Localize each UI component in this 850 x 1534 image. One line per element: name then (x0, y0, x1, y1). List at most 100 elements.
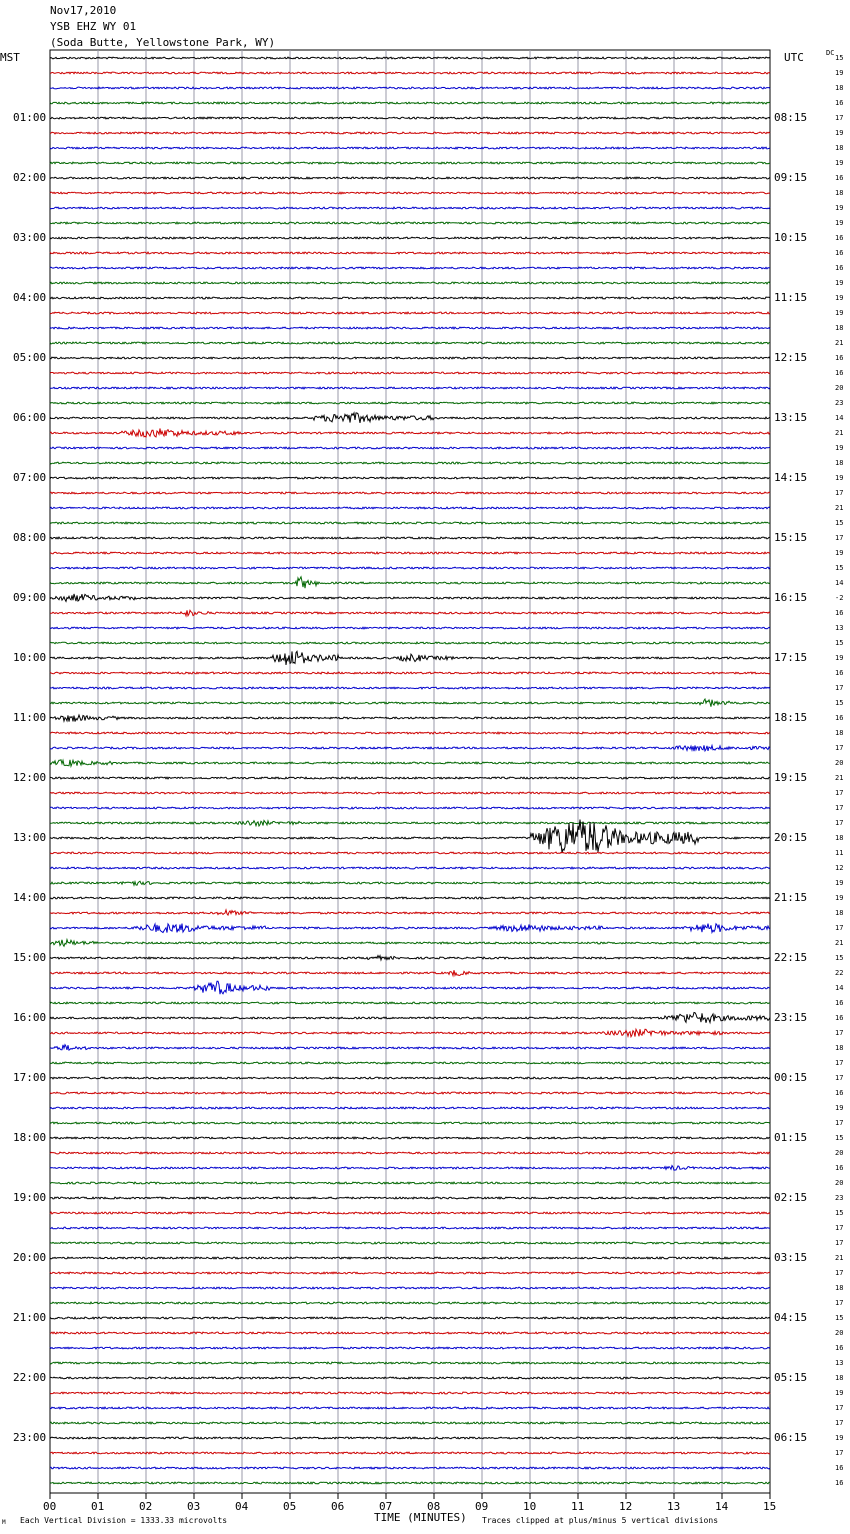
seismic-trace (50, 1466, 771, 1470)
seismic-trace (49, 650, 771, 665)
dc-offset-label: 13 (835, 624, 844, 632)
dc-offset-label: 18 (835, 189, 844, 197)
x-tick-label: 02 (139, 1500, 153, 1513)
mst-hour-label: 08:00 (13, 531, 47, 544)
utc-hour-label: 23:15 (774, 1011, 808, 1024)
dc-offset-label: 18 (835, 144, 844, 152)
dc-offset-label: 12 (835, 864, 844, 872)
mst-hour-label: 12:00 (13, 771, 47, 784)
seismic-trace (49, 1346, 771, 1350)
seismic-trace (49, 476, 771, 480)
mst-hour-label: 23:00 (13, 1431, 47, 1444)
dc-offset-label: 18 (835, 459, 844, 467)
dc-offset-label: 18 (835, 324, 844, 332)
seismic-trace (49, 879, 771, 887)
dc-offset-label: 17 (835, 114, 844, 122)
seismic-trace (50, 908, 771, 917)
utc-hour-label: 18:15 (774, 711, 808, 724)
dc-offset-label: 19 (835, 444, 844, 452)
mst-hour-label: 20:00 (13, 1251, 47, 1264)
x-tick-label: 07 (379, 1500, 393, 1513)
seismic-trace (49, 461, 771, 465)
dc-offset-label: 15 (835, 1134, 844, 1142)
seismic-trace (49, 341, 770, 345)
seismic-trace (49, 428, 771, 438)
mst-hour-label: 15:00 (13, 951, 47, 964)
dc-offset-label: 19 (835, 474, 844, 482)
dc-offset-label: 20 (835, 1179, 844, 1187)
mst-hour-label: 04:00 (13, 291, 47, 304)
seismic-trace (49, 575, 771, 589)
seismic-trace (49, 566, 771, 570)
seismic-trace (50, 641, 771, 645)
utc-hour-label: 09:15 (774, 171, 808, 184)
x-tick-label: 12 (619, 1500, 633, 1513)
seismic-trace (49, 806, 771, 810)
seismic-trace (49, 521, 771, 525)
seismic-trace (49, 236, 771, 240)
dc-offset-label: 15 (835, 699, 844, 707)
utc-hour-label: 03:15 (774, 1251, 808, 1264)
seismic-trace (49, 1241, 770, 1245)
x-tick-label: 05 (283, 1500, 297, 1513)
dc-offset-label: 17 (835, 1074, 844, 1082)
dc-offset-label: 18 (835, 909, 844, 917)
seismic-trace (49, 1286, 771, 1290)
seismic-trace (49, 791, 771, 795)
seismic-trace (49, 266, 771, 270)
mst-hour-label: 02:00 (13, 171, 47, 184)
seismic-trace (49, 1301, 770, 1305)
seismic-trace (49, 296, 771, 300)
x-tick-label: 01 (91, 1500, 105, 1513)
dc-offset-label: 20 (835, 384, 844, 392)
dc-offset-label: 15 (835, 54, 844, 62)
corner-mark: M (2, 1519, 6, 1526)
mst-hour-label: 09:00 (13, 591, 47, 604)
dc-offset-label: 15 (835, 564, 844, 572)
utc-hour-label: 04:15 (774, 1311, 808, 1324)
dc-offset-label: 19 (835, 159, 844, 167)
dc-offset-label: 11 (835, 849, 844, 857)
left-timezone: MST (0, 51, 20, 64)
mst-hour-label: 17:00 (13, 1071, 47, 1084)
seismic-trace (50, 551, 771, 555)
seismic-trace (49, 536, 770, 540)
dc-offset-label: 21 (835, 939, 844, 947)
dc-offset-label: 21 (835, 504, 844, 512)
seismic-trace (50, 1226, 771, 1230)
seismic-trace (49, 776, 771, 780)
dc-offset-label: 21 (835, 774, 844, 782)
dc-offset-label: 15 (835, 639, 844, 647)
dc-offset-label: 14 (835, 414, 844, 422)
dc-offset-label: 18 (835, 84, 844, 92)
dc-offset-label: 17 (835, 1119, 844, 1127)
utc-hour-label: 11:15 (774, 291, 808, 304)
seismic-trace (49, 1011, 771, 1025)
seismic-trace (49, 1211, 771, 1215)
seismic-trace (49, 1406, 771, 1410)
dc-offset-label: 17 (835, 1224, 844, 1232)
dc-offset-label: 16 (835, 249, 844, 257)
dc-offset-label: 18 (835, 1044, 844, 1052)
dc-offset-label: 17 (835, 924, 844, 932)
seismic-trace (50, 86, 771, 90)
x-tick-label: 08 (427, 1500, 441, 1513)
dc-offset-label: 15 (835, 954, 844, 962)
dc-offset-label: 23 (835, 1194, 844, 1202)
utc-hour-label: 22:15 (774, 951, 808, 964)
dc-offset-label: 20 (835, 759, 844, 767)
seismic-trace (49, 371, 771, 375)
utc-hour-label: 17:15 (774, 651, 808, 664)
dc-offset-label: 19 (835, 294, 844, 302)
mst-hour-label: 05:00 (13, 351, 47, 364)
dc-offset-label: 19 (835, 1434, 844, 1442)
mst-hour-label: 21:00 (13, 1311, 47, 1324)
seismic-trace (49, 686, 771, 690)
dc-offset-label: 17 (835, 1419, 844, 1427)
seismic-trace (49, 356, 771, 360)
seismic-trace (49, 896, 771, 900)
dc-offset-label: 19 (835, 309, 844, 317)
utc-hour-label: 12:15 (774, 351, 808, 364)
dc-offset-label: 15 (835, 1209, 844, 1217)
dc-offset-label: -2 (835, 594, 844, 602)
